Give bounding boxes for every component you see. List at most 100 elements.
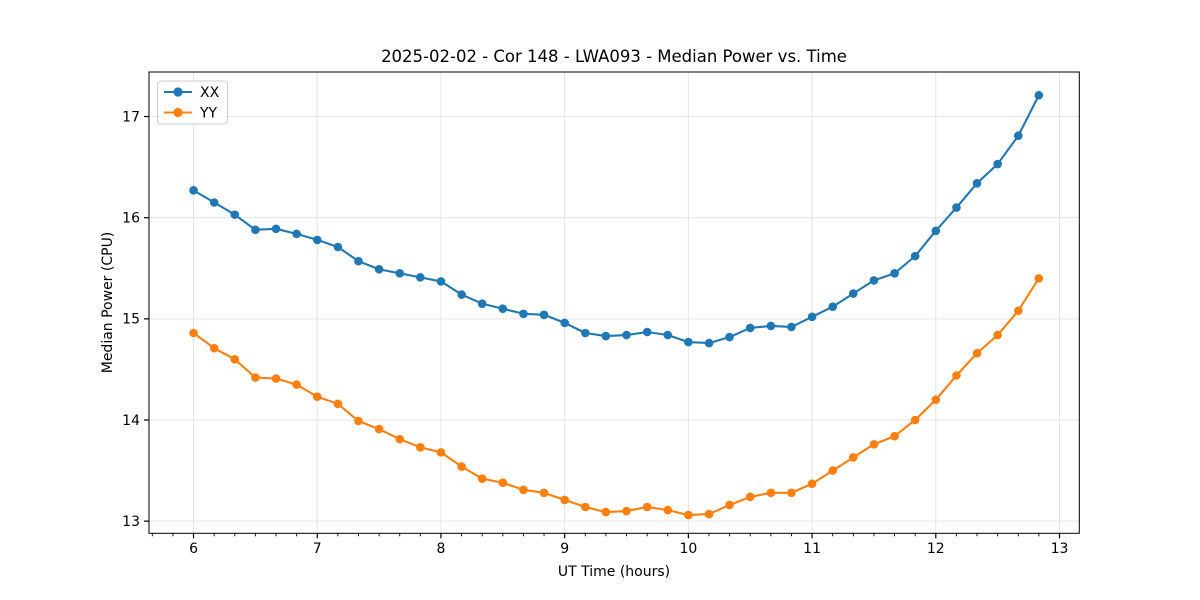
x-tick-label: 10 <box>679 541 697 557</box>
data-point-xx <box>848 289 858 298</box>
data-point-xx <box>745 323 755 333</box>
data-point-yy <box>807 479 817 489</box>
data-point-yy <box>684 510 693 520</box>
data-point-xx <box>374 264 384 274</box>
data-point-yy <box>848 453 858 462</box>
data-point-yy <box>416 443 425 452</box>
legend-sample-marker <box>173 107 183 118</box>
data-point-xx <box>271 224 281 234</box>
data-point-yy <box>869 439 879 449</box>
data-point-yy <box>910 415 920 425</box>
data-point-yy <box>725 500 734 510</box>
data-point-yy <box>395 434 405 444</box>
data-point-yy <box>519 485 528 495</box>
data-point-yy <box>374 424 384 434</box>
y-tick-label: 17 <box>122 109 140 125</box>
legend-label-xx: XX <box>200 85 220 101</box>
chart-title: 2025-02-02 - Cor 148 - LWA093 - Median P… <box>381 47 847 66</box>
data-point-yy <box>436 448 446 457</box>
data-point-xx <box>910 251 920 261</box>
data-point-xx <box>663 330 673 340</box>
legend-sample-marker <box>173 87 183 97</box>
axes-frame <box>148 71 1080 534</box>
data-point-xx <box>292 229 301 239</box>
data-point-yy <box>704 509 714 519</box>
data-point-yy <box>828 466 838 475</box>
data-point-xx <box>972 178 982 188</box>
data-point-xx <box>333 242 343 252</box>
data-point-yy <box>787 488 796 498</box>
data-point-xx <box>622 330 631 340</box>
series-layer <box>189 90 1044 520</box>
data-point-yy <box>1014 306 1023 316</box>
data-point-xx <box>477 299 487 308</box>
data-point-xx <box>787 322 796 332</box>
data-point-xx <box>354 256 363 266</box>
x-axis-label: UT Time (hours) <box>558 564 670 580</box>
y-axis-label: Median Power (CPU) <box>100 232 116 374</box>
data-point-yy <box>1034 274 1044 283</box>
data-point-xx <box>581 328 590 338</box>
data-point-yy <box>189 328 198 338</box>
x-tick-label: 11 <box>803 541 821 557</box>
data-point-yy <box>354 416 363 426</box>
data-point-xx <box>498 304 508 314</box>
data-point-yy <box>745 492 755 502</box>
data-point-xx <box>807 312 817 322</box>
data-point-xx <box>993 159 1002 169</box>
data-point-yy <box>271 374 281 383</box>
data-point-xx <box>189 186 198 195</box>
data-point-xx <box>931 226 941 236</box>
data-point-yy <box>766 488 776 498</box>
data-point-yy <box>663 505 673 515</box>
data-point-xx <box>601 331 611 341</box>
x-tick-label: 12 <box>927 541 945 557</box>
data-point-yy <box>642 502 652 512</box>
data-point-xx <box>766 321 776 331</box>
data-point-yy <box>333 399 343 409</box>
data-point-yy <box>601 507 611 517</box>
data-point-yy <box>209 343 219 353</box>
data-point-xx <box>952 203 961 212</box>
data-point-yy <box>457 462 466 471</box>
x-tick-label: 6 <box>189 541 198 557</box>
data-point-yy <box>972 348 982 358</box>
data-point-yy <box>230 355 240 364</box>
y-tick-label: 15 <box>122 312 140 328</box>
data-point-yy <box>622 506 631 516</box>
data-point-yy <box>560 495 569 505</box>
x-tick-label: 7 <box>313 541 322 557</box>
data-point-yy <box>952 371 961 380</box>
data-point-yy <box>477 474 487 483</box>
data-point-xx <box>436 277 446 286</box>
data-point-xx <box>1014 131 1023 141</box>
data-point-xx <box>539 310 549 320</box>
data-point-xx <box>395 269 405 278</box>
x-tick-label: 9 <box>560 541 569 557</box>
data-point-yy <box>993 330 1002 340</box>
data-point-xx <box>869 276 879 285</box>
series-line-xx <box>193 94 1040 345</box>
data-point-xx <box>684 337 693 347</box>
data-point-xx <box>642 327 652 337</box>
tick-layer: 6 7 8 9 10 11 12 13 13 14 15 16 17 <box>122 109 1068 556</box>
data-point-yy <box>581 502 590 512</box>
y-tick-label: 14 <box>122 413 140 429</box>
grid-layer <box>149 72 1080 534</box>
data-point-yy <box>931 395 941 405</box>
data-point-xx <box>457 290 466 299</box>
data-point-xx <box>704 338 714 348</box>
data-point-xx <box>312 235 322 245</box>
data-point-xx <box>230 210 240 219</box>
legend: XX YY <box>157 80 228 125</box>
data-point-xx <box>1034 90 1044 100</box>
legend-label-yy: YY <box>199 106 218 122</box>
data-point-xx <box>416 273 425 282</box>
data-point-xx <box>560 318 569 328</box>
data-point-yy <box>498 478 508 488</box>
data-point-xx <box>890 269 899 278</box>
data-point-yy <box>539 488 549 498</box>
x-tick-label: 13 <box>1051 541 1069 557</box>
